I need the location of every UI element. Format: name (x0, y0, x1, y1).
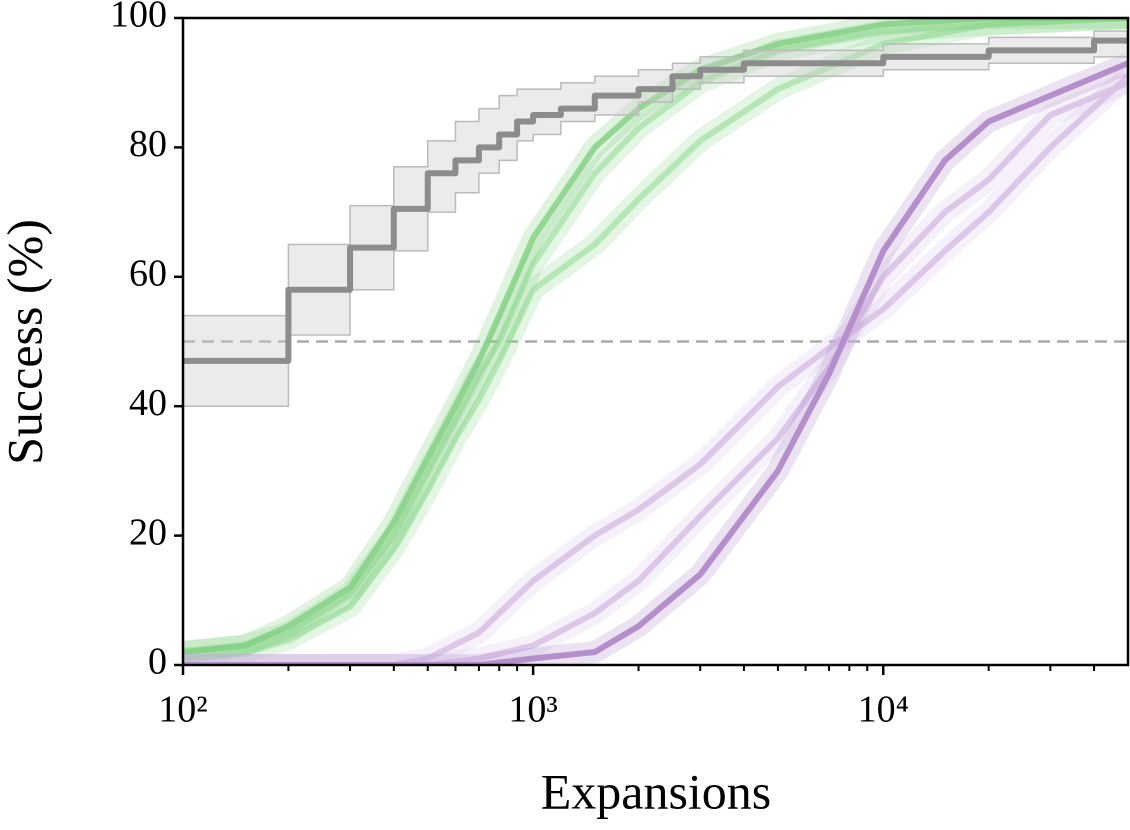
x-axis-label: Expansions (541, 763, 772, 819)
x-tick-label: 10³ (508, 689, 557, 731)
series-line (183, 79, 1128, 665)
series-line (183, 74, 1128, 665)
series-line (183, 18, 1128, 656)
series-line (183, 18, 1128, 656)
x-tick-label: 10⁴ (858, 689, 909, 731)
confidence-band (183, 30, 1128, 407)
y-tick-label: 80 (129, 123, 167, 165)
y-tick-label: 40 (129, 382, 167, 424)
y-tick-label: 20 (129, 511, 167, 553)
y-tick-label: 60 (129, 253, 167, 295)
series-line (183, 37, 1128, 364)
plot-area: 0 20 40 60 80 100 10² 10³ 10⁴ (110, 0, 1130, 731)
x-tick-label: 10² (158, 689, 207, 731)
series-group (183, 18, 1128, 665)
y-tick-label: 0 (148, 641, 167, 683)
series-line (183, 60, 1128, 665)
series-line (183, 18, 1128, 662)
axes-frame (181, 16, 1130, 667)
y-axis-label: Success (%) (0, 219, 52, 465)
y-tick-label: 100 (110, 0, 167, 36)
